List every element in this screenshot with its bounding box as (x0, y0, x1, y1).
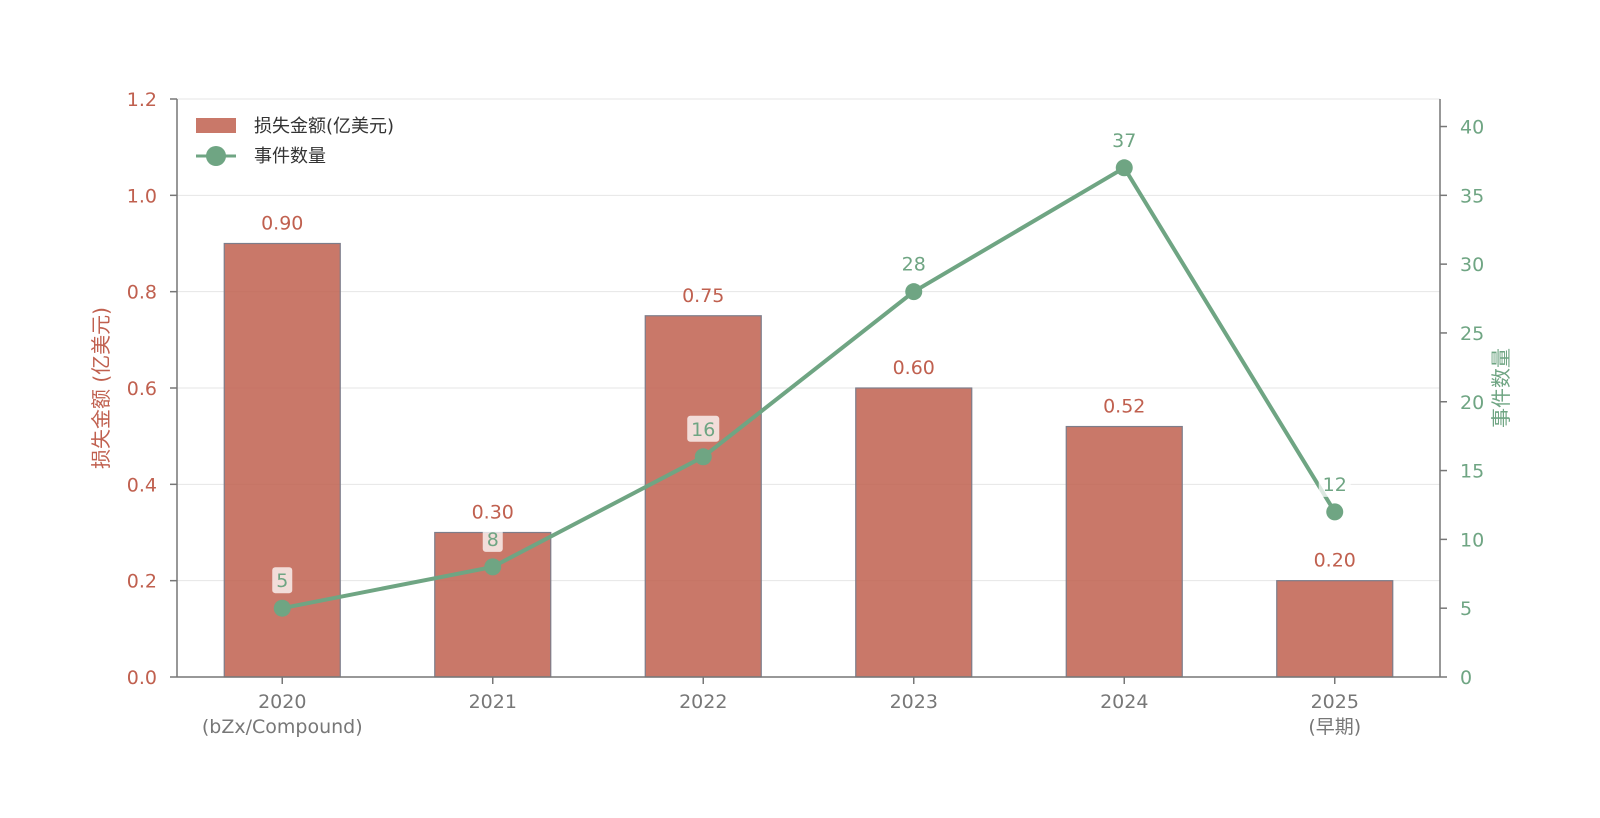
y-left-tick-label: 0.2 (127, 571, 157, 593)
bar-value-label: 0.90 (261, 213, 303, 235)
y-left-tick-label: 1.0 (127, 185, 157, 207)
y-right-tick-label: 5 (1460, 598, 1472, 620)
point-label-box (272, 567, 293, 594)
point-value-label: 5 (276, 570, 288, 592)
bar (644, 315, 762, 678)
bar (1065, 425, 1183, 678)
line-point (484, 558, 502, 576)
legend-swatch-marker (206, 146, 226, 166)
y-left-tick-label: 0.4 (127, 474, 157, 496)
bar (434, 531, 552, 678)
grid (177, 98, 1440, 582)
y-right-tick-label: 15 (1460, 461, 1484, 483)
y-left-tick-label: 0.8 (127, 282, 157, 304)
axes: 0.00.20.40.60.81.01.20510152025303540202… (89, 89, 1513, 738)
y-right-tick-label: 20 (1460, 392, 1484, 414)
y-right-tick-label: 10 (1460, 529, 1484, 551)
legend: 损失金额(亿美元) 事件数量 (196, 116, 394, 167)
point-value-label: 28 (902, 254, 926, 276)
data-labels: 0.90 0.30 0.75 0.60 0.52 0.20 5 8 16 28 37 12 (261, 126, 1356, 594)
line-path (281, 165, 1337, 611)
line-point (273, 599, 291, 617)
point-label-box (897, 250, 930, 277)
point-value-label: 16 (691, 419, 715, 441)
x-tick-label: (早期) (1308, 716, 1361, 738)
legend-swatch-bar (196, 118, 236, 133)
x-tick-label: (bZx/Compound) (202, 716, 363, 738)
x-tick-label: 2020 (258, 691, 306, 713)
y-right-tick-label: 30 (1460, 254, 1484, 276)
bar-value-label: 0.52 (1103, 396, 1145, 418)
y-left-tick-label: 1.2 (127, 89, 157, 111)
bar-value-label: 0.20 (1314, 550, 1356, 572)
y-left-axis-title: 损失金额 (亿美元) (89, 307, 113, 469)
legend-label-bar: 损失金额(亿美元) (254, 116, 394, 137)
bar (855, 387, 973, 678)
bar-value-label: 0.60 (893, 357, 935, 379)
point-value-label: 8 (487, 529, 499, 551)
line-series (273, 159, 1344, 617)
point-label-box (1108, 126, 1141, 153)
bar-value-label: 0.30 (472, 502, 514, 524)
point-label-box (1318, 470, 1351, 497)
x-tick-label: 2025 (1311, 691, 1359, 713)
y-right-tick-label: 0 (1460, 667, 1472, 689)
x-tick-label: 2022 (679, 691, 727, 713)
x-tick-label: 2024 (1100, 691, 1148, 713)
bar (1276, 580, 1394, 678)
y-right-tick-label: 25 (1460, 323, 1484, 345)
bar-value-label: 0.75 (682, 285, 724, 307)
line-point (1326, 503, 1344, 521)
point-value-label: 37 (1112, 130, 1136, 152)
x-tick-label: 2023 (890, 691, 938, 713)
y-left-tick-label: 0.0 (127, 667, 157, 689)
y-right-axis-title: 事件数量 (1489, 348, 1513, 428)
y-left-tick-label: 0.6 (127, 378, 157, 400)
x-tick-label: 2021 (469, 691, 517, 713)
legend-label-line: 事件数量 (254, 146, 326, 167)
line-point (905, 283, 923, 301)
bars (223, 242, 1394, 678)
y-right-tick-label: 35 (1460, 185, 1484, 207)
line-point (694, 448, 712, 466)
point-label-box (482, 525, 503, 552)
y-right-tick-label: 40 (1460, 117, 1484, 139)
point-value-label: 12 (1323, 474, 1347, 496)
line-point (1115, 159, 1133, 177)
point-label-box (687, 415, 720, 442)
